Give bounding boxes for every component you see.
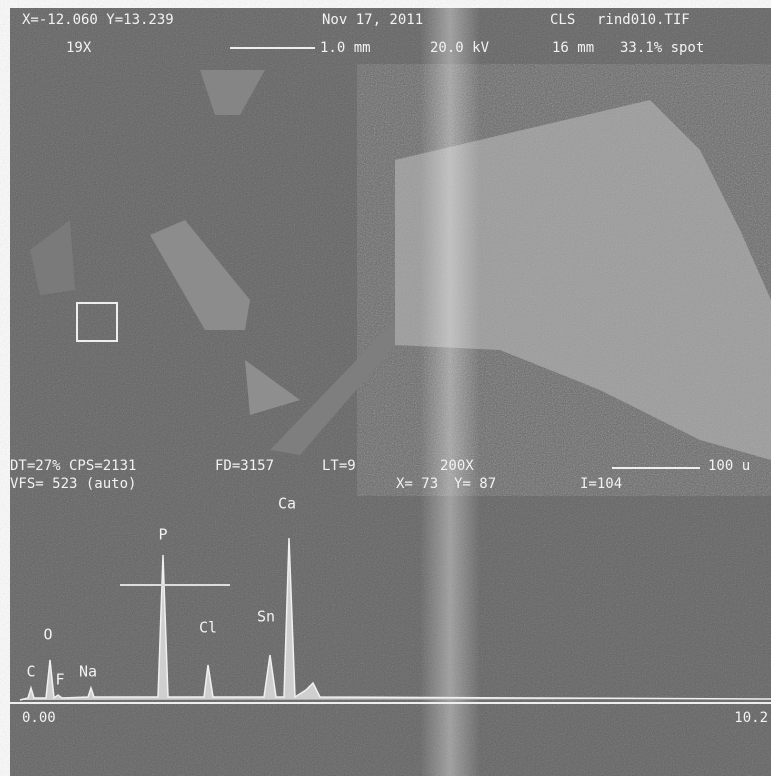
axis-end: 10.2 [734,710,768,726]
axis-start: 0.00 [22,710,56,726]
peak-label: F [55,671,64,689]
voltage: 20.0 kV [430,40,490,56]
dt-cps: DT=27% CPS=2131 [10,458,136,474]
peak-label: O [43,626,52,644]
y: Y= 87 [454,476,496,492]
peak-label: Cl [199,619,217,637]
peak-label: C [26,663,35,681]
mag: 200X [440,458,474,474]
date: Nov 17, 2011 [322,12,423,28]
i: I=104 [580,476,622,492]
peak-label: Na [79,663,97,681]
scale: 1.0 mm [320,40,371,56]
fd: FD=3157 [215,458,274,474]
vfs: VFS= 523 (auto) [10,476,136,492]
scale: 100 u [708,458,750,474]
sem-screenshot: X=-12.060 Y=13.239 Nov 17, 2011 CLS rind… [0,0,771,776]
org: CLS [550,12,575,28]
lt: LT=9 [322,458,356,474]
peak-label: Ca [278,495,296,513]
file: rind010.TIF [597,12,690,28]
mag: 19X [66,40,92,56]
peak-label: Sn [257,608,275,626]
distance: 16 mm [552,40,594,56]
spot: 33.1% spot [620,40,704,56]
peak-label: P [158,526,167,544]
micrograph [10,8,771,776]
coords: X=-12.060 Y=13.239 [22,12,174,28]
x: X= 73 [396,476,438,492]
